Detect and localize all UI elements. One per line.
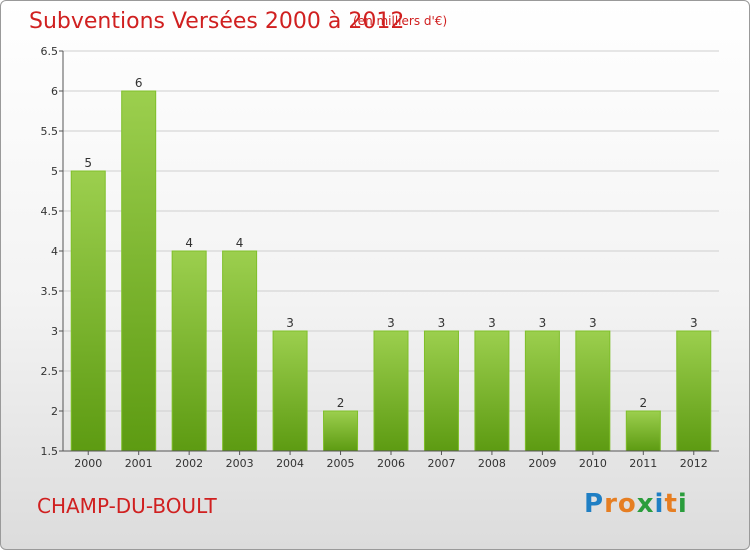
data-label-2001: 6 [135, 76, 143, 90]
x-tick-label-2005: 2005 [327, 457, 355, 470]
proxiti-logo[interactable]: Proxiti [584, 489, 688, 519]
data-label-2003: 4 [236, 236, 244, 250]
x-tick-label-2009: 2009 [528, 457, 556, 470]
x-tick-label-2010: 2010 [579, 457, 607, 470]
y-tick-label: 6.5 [41, 45, 59, 58]
bar-2000 [70, 170, 106, 452]
logo-letter: t [664, 489, 678, 519]
data-label-2000: 5 [84, 156, 92, 170]
y-tick-label: 1.5 [41, 445, 59, 458]
logo-letter: i [677, 489, 688, 519]
logo-letter: o [617, 489, 637, 519]
bar-2003 [222, 250, 258, 452]
x-tick-label-2002: 2002 [175, 457, 203, 470]
bar-2011 [625, 410, 661, 452]
logo-letter: r [604, 489, 618, 519]
data-label-2010: 3 [589, 316, 597, 330]
bar-2006 [373, 330, 409, 452]
y-tick-label: 6 [51, 85, 58, 98]
y-tick-label: 5.5 [41, 125, 59, 138]
x-tick-label-2001: 2001 [125, 457, 153, 470]
bar-2001 [121, 90, 157, 452]
y-tick-label: 4 [51, 245, 58, 258]
x-tick-label-2003: 2003 [226, 457, 254, 470]
y-tick-label: 4.5 [41, 205, 59, 218]
bar-2009 [524, 330, 560, 452]
x-tick-label-2007: 2007 [427, 457, 455, 470]
data-label-2011: 2 [639, 396, 647, 410]
data-label-2009: 3 [539, 316, 547, 330]
y-tick-label: 2 [51, 405, 58, 418]
bar-2002 [171, 250, 207, 452]
y-tick-label: 3.5 [41, 285, 59, 298]
y-tick-label: 2.5 [41, 365, 59, 378]
y-tick-label: 5 [51, 165, 58, 178]
logo-letter: i [654, 489, 665, 519]
x-tick-label-2012: 2012 [680, 457, 708, 470]
x-tick-label-2011: 2011 [629, 457, 657, 470]
x-tick-label-2008: 2008 [478, 457, 506, 470]
x-tick-label-2006: 2006 [377, 457, 405, 470]
y-tick-label: 3 [51, 325, 58, 338]
bar-2012 [676, 330, 712, 452]
data-label-2007: 3 [438, 316, 446, 330]
chart-subtitle: (en milliers d'€) [353, 14, 448, 28]
data-label-2002: 4 [185, 236, 193, 250]
axes: 1.5 2 2.5 3 3.5 4 4.5 5 5.5 6 6.5 2000 2001 2002 2003 2… [41, 45, 719, 470]
place-name: CHAMP-DU-BOULT [37, 494, 217, 518]
data-label-2006: 3 [387, 316, 395, 330]
bar-2004 [272, 330, 308, 452]
bar-2010 [575, 330, 611, 452]
chart-title: Subventions Versées 2000 à 2012 [29, 9, 405, 34]
bar-2007 [423, 330, 459, 452]
data-label-2004: 3 [286, 316, 294, 330]
x-tick-label-2004: 2004 [276, 457, 304, 470]
bars: 5 6 4 4 3 2 3 3 3 3 3 2 3 [70, 76, 712, 452]
logo-letter: P [584, 489, 605, 519]
bar-2008 [474, 330, 510, 452]
data-label-2008: 3 [488, 316, 496, 330]
x-tick-label-2000: 2000 [74, 457, 102, 470]
bar-2005 [323, 410, 359, 452]
data-label-2012: 3 [690, 316, 698, 330]
data-label-2005: 2 [337, 396, 345, 410]
logo-letter: x [636, 489, 655, 519]
